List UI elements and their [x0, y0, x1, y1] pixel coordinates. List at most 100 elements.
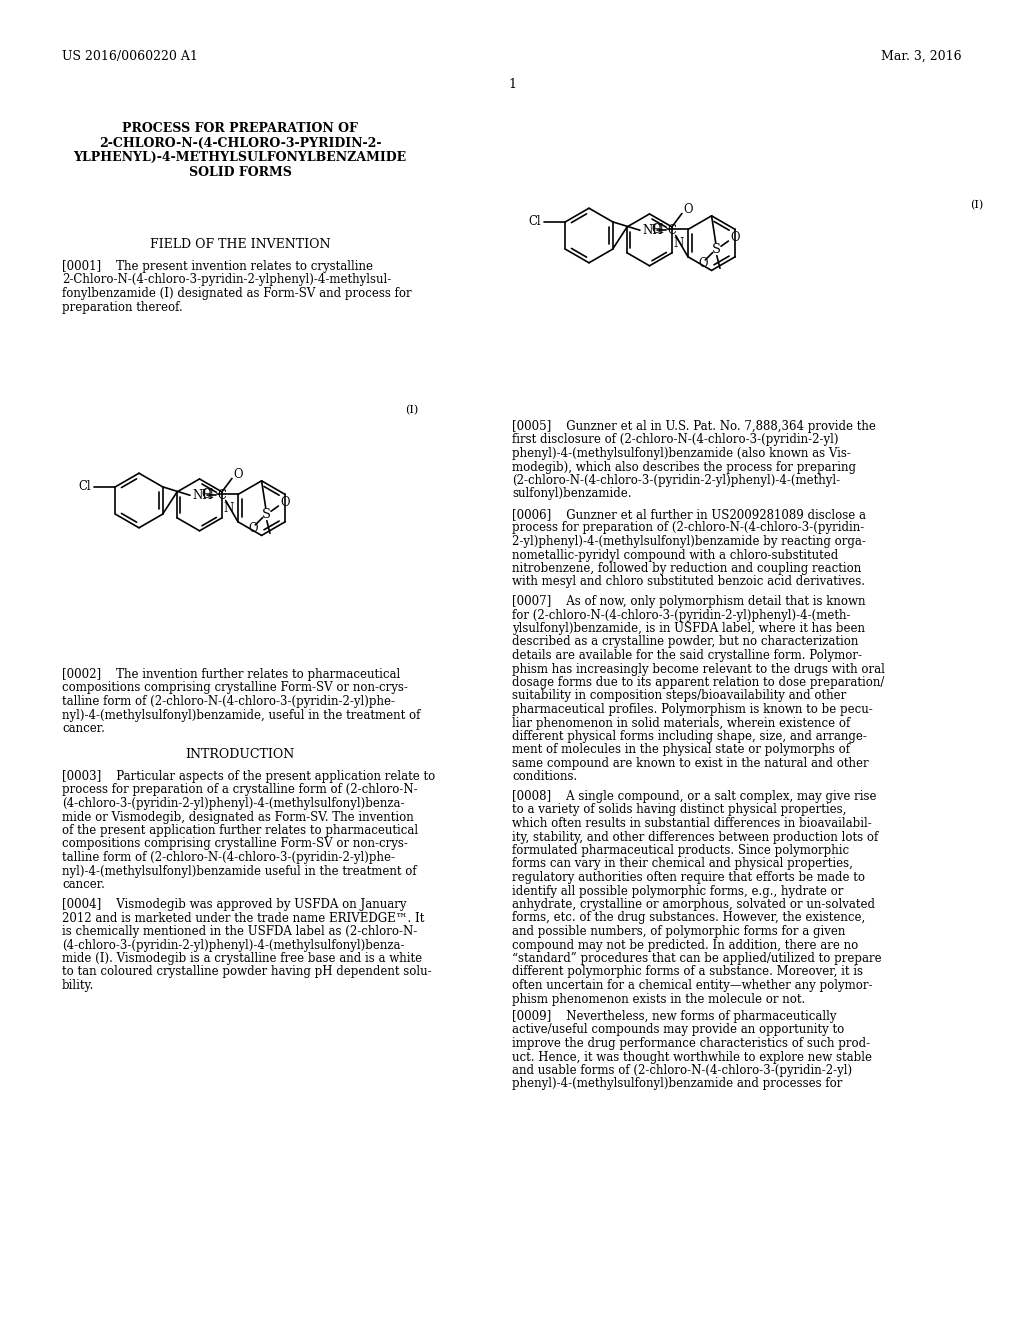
Text: of the present application further relates to pharmaceutical: of the present application further relat… [62, 824, 418, 837]
Text: O: O [248, 521, 257, 535]
Text: uct. Hence, it was thought worthwhile to explore new stable: uct. Hence, it was thought worthwhile to… [512, 1051, 872, 1064]
Text: PROCESS FOR PREPARATION OF: PROCESS FOR PREPARATION OF [122, 121, 358, 135]
Text: conditions.: conditions. [512, 771, 578, 784]
Text: dosage forms due to its apparent relation to dose preparation/: dosage forms due to its apparent relatio… [512, 676, 885, 689]
Text: [0003]    Particular aspects of the present application relate to: [0003] Particular aspects of the present… [62, 770, 435, 783]
Text: (I): (I) [970, 201, 983, 210]
Text: 2-Chloro-N-(4-chloro-3-pyridin-2-ylphenyl)-4-methylsul-: 2-Chloro-N-(4-chloro-3-pyridin-2-ylpheny… [62, 273, 391, 286]
Text: SOLID FORMS: SOLID FORMS [188, 165, 292, 178]
Text: described as a crystalline powder, but no characterization: described as a crystalline powder, but n… [512, 635, 858, 648]
Text: bility.: bility. [62, 979, 94, 993]
Text: compound may not be predicted. In addition, there are no: compound may not be predicted. In additi… [512, 939, 858, 952]
Text: forms, etc. of the drug substances. However, the existence,: forms, etc. of the drug substances. Howe… [512, 912, 865, 924]
Text: C: C [668, 224, 676, 236]
Text: (4-chloro-3-(pyridin-2-yl)phenyl)-4-(methylsulfonyl)benza-: (4-chloro-3-(pyridin-2-yl)phenyl)-4-(met… [62, 797, 404, 810]
Text: FIELD OF THE INVENTION: FIELD OF THE INVENTION [150, 238, 331, 251]
Text: phism has increasingly become relevant to the drugs with oral: phism has increasingly become relevant t… [512, 663, 885, 676]
Text: for (2-chloro-N-(4-chloro-3-(pyridin-2-yl)phenyl)-4-(meth-: for (2-chloro-N-(4-chloro-3-(pyridin-2-y… [512, 609, 851, 622]
Text: O: O [281, 496, 290, 510]
Text: cancer.: cancer. [62, 722, 104, 735]
Text: ylsulfonyl)benzamide, is in USFDA label, where it has been: ylsulfonyl)benzamide, is in USFDA label,… [512, 622, 865, 635]
Text: [0008]    A single compound, or a salt complex, may give rise: [0008] A single compound, or a salt comp… [512, 789, 877, 803]
Text: nyl)-4-(methylsulfonyl)benzamide, useful in the treatment of: nyl)-4-(methylsulfonyl)benzamide, useful… [62, 709, 421, 722]
Text: nometallic-pyridyl compound with a chloro-substituted: nometallic-pyridyl compound with a chlor… [512, 549, 839, 561]
Text: Cl: Cl [201, 488, 214, 502]
Text: NH: NH [642, 224, 663, 236]
Text: improve the drug performance characteristics of such prod-: improve the drug performance characteris… [512, 1038, 870, 1049]
Text: INTRODUCTION: INTRODUCTION [185, 748, 295, 762]
Text: 2-yl)phenyl)-4-(methylsulfonyl)benzamide by reacting orga-: 2-yl)phenyl)-4-(methylsulfonyl)benzamide… [512, 535, 866, 548]
Text: ity, stability, and other differences between production lots of: ity, stability, and other differences be… [512, 830, 879, 843]
Text: N: N [673, 236, 683, 249]
Text: phenyl)-4-(methylsulfonyl)benzamide (also known as Vis-: phenyl)-4-(methylsulfonyl)benzamide (als… [512, 447, 851, 459]
Text: [0009]    Nevertheless, new forms of pharmaceutically: [0009] Nevertheless, new forms of pharma… [512, 1010, 837, 1023]
Text: N: N [223, 502, 233, 515]
Text: compositions comprising crystalline Form-SV or non-crys-: compositions comprising crystalline Form… [62, 837, 408, 850]
Text: preparation thereof.: preparation thereof. [62, 301, 182, 314]
Text: sulfonyl)benzamide.: sulfonyl)benzamide. [512, 487, 632, 500]
Text: suitability in composition steps/bioavailability and other: suitability in composition steps/bioavai… [512, 689, 846, 702]
Text: (2-chloro-N-(4-chloro-3-(pyridin-2-yl)phenyl)-4-(methyl-: (2-chloro-N-(4-chloro-3-(pyridin-2-yl)ph… [512, 474, 840, 487]
Text: cancer.: cancer. [62, 878, 104, 891]
Text: Cl: Cl [79, 480, 91, 494]
Text: [0002]    The invention further relates to pharmaceutical: [0002] The invention further relates to … [62, 668, 400, 681]
Text: O: O [730, 231, 740, 244]
Text: is chemically mentioned in the USFDA label as (2-chloro-N-: is chemically mentioned in the USFDA lab… [62, 925, 417, 939]
Text: to a variety of solids having distinct physical properties,: to a variety of solids having distinct p… [512, 804, 847, 817]
Text: process for preparation of (2-chloro-N-(4-chloro-3-(pyridin-: process for preparation of (2-chloro-N-(… [512, 521, 864, 535]
Text: S: S [713, 243, 721, 256]
Text: O: O [683, 203, 692, 215]
Text: different polymorphic forms of a substance. Moreover, it is: different polymorphic forms of a substan… [512, 965, 863, 978]
Text: phenyl)-4-(methylsulfonyl)benzamide and processes for: phenyl)-4-(methylsulfonyl)benzamide and … [512, 1077, 843, 1090]
Text: first disclosure of (2-chloro-N-(4-chloro-3-(pyridin-2-yl): first disclosure of (2-chloro-N-(4-chlor… [512, 433, 839, 446]
Text: O: O [698, 256, 708, 269]
Text: forms can vary in their chemical and physical properties,: forms can vary in their chemical and phy… [512, 858, 853, 870]
Text: fonylbenzamide (I) designated as Form-SV and process for: fonylbenzamide (I) designated as Form-SV… [62, 286, 412, 300]
Text: active/useful compounds may provide an opportunity to: active/useful compounds may provide an o… [512, 1023, 844, 1036]
Text: (4-chloro-3-(pyridin-2-yl)phenyl)-4-(methylsulfonyl)benza-: (4-chloro-3-(pyridin-2-yl)phenyl)-4-(met… [62, 939, 404, 952]
Text: nitrobenzene, followed by reduction and coupling reaction: nitrobenzene, followed by reduction and … [512, 562, 861, 576]
Text: “standard” procedures that can be applied/utilized to prepare: “standard” procedures that can be applie… [512, 952, 882, 965]
Text: NH: NH [193, 488, 213, 502]
Text: process for preparation of a crystalline form of (2-chloro-N-: process for preparation of a crystalline… [62, 784, 418, 796]
Text: modegib), which also describes the process for preparing: modegib), which also describes the proce… [512, 461, 856, 474]
Text: 2-CHLORO-N-(4-CHLORO-3-PYRIDIN-2-: 2-CHLORO-N-(4-CHLORO-3-PYRIDIN-2- [98, 136, 381, 149]
Text: and usable forms of (2-chloro-N-(4-chloro-3-(pyridin-2-yl): and usable forms of (2-chloro-N-(4-chlor… [512, 1064, 852, 1077]
Text: pharmaceutical profiles. Polymorphism is known to be pecu-: pharmaceutical profiles. Polymorphism is… [512, 704, 872, 715]
Text: Mar. 3, 2016: Mar. 3, 2016 [882, 50, 962, 63]
Text: [0001]    The present invention relates to crystalline: [0001] The present invention relates to … [62, 260, 373, 273]
Text: YLPHENYL)-4-METHYLSULFONYLBENZAMIDE: YLPHENYL)-4-METHYLSULFONYLBENZAMIDE [74, 150, 407, 164]
Text: different physical forms including shape, size, and arrange-: different physical forms including shape… [512, 730, 867, 743]
Text: mide or Vismodegib, designated as Form-SV. The invention: mide or Vismodegib, designated as Form-S… [62, 810, 414, 824]
Text: formulated pharmaceutical products. Since polymorphic: formulated pharmaceutical products. Sinc… [512, 843, 849, 857]
Text: same compound are known to exist in the natural and other: same compound are known to exist in the … [512, 756, 868, 770]
Text: O: O [233, 467, 243, 480]
Text: often uncertain for a chemical entity—whether any polymor-: often uncertain for a chemical entity—wh… [512, 979, 872, 993]
Text: with mesyl and chloro substituted benzoic acid derivatives.: with mesyl and chloro substituted benzoi… [512, 576, 865, 589]
Text: and possible numbers, of polymorphic forms for a given: and possible numbers, of polymorphic for… [512, 925, 846, 939]
Text: ment of molecules in the physical state or polymorphs of: ment of molecules in the physical state … [512, 743, 850, 756]
Text: talline form of (2-chloro-N-(4-chloro-3-(pyridin-2-yl)phe-: talline form of (2-chloro-N-(4-chloro-3-… [62, 696, 395, 708]
Text: nyl)-4-(methylsulfonyl)benzamide useful in the treatment of: nyl)-4-(methylsulfonyl)benzamide useful … [62, 865, 417, 878]
Text: talline form of (2-chloro-N-(4-chloro-3-(pyridin-2-yl)phe-: talline form of (2-chloro-N-(4-chloro-3-… [62, 851, 395, 865]
Text: C: C [217, 488, 226, 502]
Text: 2012 and is marketed under the trade name ERIVEDGE™. It: 2012 and is marketed under the trade nam… [62, 912, 424, 924]
Text: identify all possible polymorphic forms, e.g., hydrate or: identify all possible polymorphic forms,… [512, 884, 844, 898]
Text: [0007]    As of now, only polymorphism detail that is known: [0007] As of now, only polymorphism deta… [512, 595, 865, 609]
Text: [0004]    Vismodegib was approved by USFDA on January: [0004] Vismodegib was approved by USFDA … [62, 898, 407, 911]
Text: (I): (I) [406, 405, 418, 416]
Text: details are available for the said crystalline form. Polymor-: details are available for the said cryst… [512, 649, 862, 663]
Text: Cl: Cl [528, 215, 542, 228]
Text: 1: 1 [508, 78, 516, 91]
Text: phism phenomenon exists in the molecule or not.: phism phenomenon exists in the molecule … [512, 993, 805, 1006]
Text: Cl: Cl [651, 223, 664, 236]
Text: anhydrate, crystalline or amorphous, solvated or un-solvated: anhydrate, crystalline or amorphous, sol… [512, 898, 874, 911]
Text: S: S [262, 508, 271, 521]
Text: liar phenomenon in solid materials, wherein existence of: liar phenomenon in solid materials, wher… [512, 717, 850, 730]
Text: regulatory authorities often require that efforts be made to: regulatory authorities often require tha… [512, 871, 865, 884]
Text: compositions comprising crystalline Form-SV or non-crys-: compositions comprising crystalline Form… [62, 681, 408, 694]
Text: US 2016/0060220 A1: US 2016/0060220 A1 [62, 50, 198, 63]
Text: mide (I). Vismodegib is a crystalline free base and is a white: mide (I). Vismodegib is a crystalline fr… [62, 952, 422, 965]
Text: to tan coloured crystalline powder having pH dependent solu-: to tan coloured crystalline powder havin… [62, 965, 432, 978]
Text: which often results in substantial differences in bioavailabil-: which often results in substantial diffe… [512, 817, 871, 830]
